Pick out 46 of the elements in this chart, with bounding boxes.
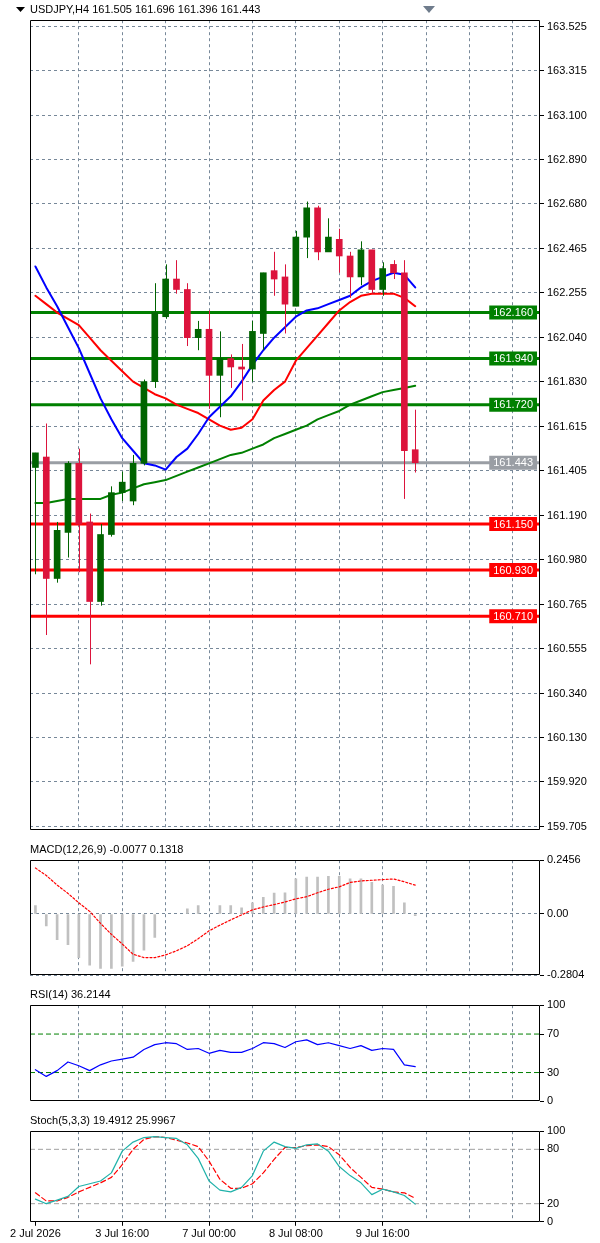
chart-title: Stoch(5,3,3) 19.4912 25.9967 <box>30 1113 176 1126</box>
y-tick-label: 160.765 <box>547 597 587 610</box>
y-tick-label: 160.130 <box>547 730 587 743</box>
x-tick-label: 3 Jul 16:00 <box>95 1227 150 1240</box>
y-tick-label: 30 <box>547 1065 560 1078</box>
y-tick-label: 162.465 <box>547 241 587 254</box>
y-tick-label: 0.2456 <box>547 853 581 866</box>
y-tick-label: 0.00 <box>547 907 569 920</box>
x-tick-label: 2 Jul 2026 <box>10 1227 61 1240</box>
ref-line-label: 161.150 <box>493 517 533 530</box>
x-tick-label: 9 Jul 16:00 <box>355 1227 410 1240</box>
ref-line-label: 161.443 <box>493 456 533 469</box>
ref-line-label: 161.720 <box>493 398 533 411</box>
y-tick-label: 162.255 <box>547 285 587 298</box>
y-tick-label: 161.615 <box>547 419 587 432</box>
y-tick-label: 100 <box>547 1124 566 1137</box>
y-tick-label: 0 <box>547 1214 554 1227</box>
ref-line-label: 160.930 <box>493 563 533 576</box>
ref-line-label: 160.710 <box>493 609 533 622</box>
y-tick-label: 162.890 <box>547 152 587 165</box>
y-tick-label: 161.830 <box>547 374 587 387</box>
y-tick-label: 160.980 <box>547 552 587 565</box>
y-tick-label: 0 <box>547 1094 554 1107</box>
y-tick-label: -0.2804 <box>547 968 585 981</box>
y-tick-label: 160.340 <box>547 686 587 699</box>
chart-title: MACD(12,26,9) -0.0077 0.1318 <box>30 842 184 855</box>
y-tick-label: 163.315 <box>547 63 587 76</box>
chart-title: USDJPY,H4 161.505 161.696 161.396 161.443 <box>30 2 261 15</box>
y-tick-label: 20 <box>547 1196 560 1209</box>
y-tick-label: 163.525 <box>547 19 587 32</box>
y-tick-label: 70 <box>547 1027 560 1040</box>
y-tick-label: 160.555 <box>547 641 587 654</box>
ref-line-label: 162.160 <box>493 306 533 319</box>
y-tick-label: 161.190 <box>547 508 587 521</box>
x-tick-label: 7 Jul 00:00 <box>182 1227 236 1240</box>
y-tick-label: 80 <box>547 1142 560 1155</box>
y-tick-label: 161.405 <box>547 463 587 476</box>
y-tick-label: 100 <box>547 998 566 1011</box>
y-tick-label: 162.680 <box>547 196 587 209</box>
chart-title: RSI(14) 36.2144 <box>30 987 111 1000</box>
x-tick-label: 8 Jul 08:00 <box>268 1227 323 1240</box>
ref-line-label: 161.940 <box>493 352 533 365</box>
y-tick-label: 163.100 <box>547 108 587 121</box>
y-tick-label: 159.920 <box>547 774 587 787</box>
y-tick-label: 159.705 <box>547 819 587 832</box>
y-tick-label: 162.040 <box>547 330 587 343</box>
